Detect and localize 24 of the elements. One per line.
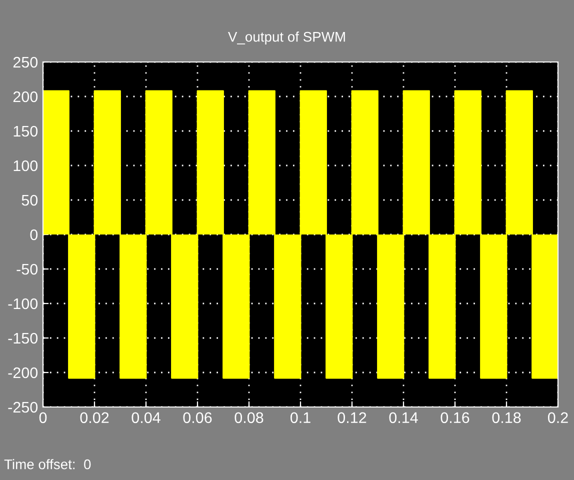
- x-tick-label: 0.18: [492, 412, 521, 424]
- y-tick-label: -250: [8, 402, 38, 413]
- y-tick-label: 200: [13, 91, 38, 102]
- y-tick-label: -150: [8, 332, 38, 344]
- x-tick-label: 0.14: [389, 412, 418, 424]
- x-tick-label: 0.16: [440, 412, 470, 424]
- x-tick-label: 0.1: [290, 412, 310, 424]
- y-tick-label: -50: [16, 264, 38, 275]
- y-tick-label: 50: [22, 194, 38, 206]
- y-tick-label: -200: [8, 367, 38, 378]
- x-tick-label: 0.06: [183, 412, 212, 424]
- y-tick-label: -100: [8, 298, 38, 310]
- y-tick-label: 250: [13, 56, 38, 68]
- x-tick-label: 0.12: [338, 412, 366, 424]
- x-tick-label: 0.04: [132, 412, 160, 424]
- x-tick-label: 0.08: [234, 412, 264, 424]
- chart-title: V_output of SPWM: [228, 32, 345, 44]
- x-tick-label: 0: [39, 412, 47, 424]
- y-tick-label: 150: [14, 126, 38, 137]
- x-tick-label: 0.02: [80, 412, 109, 424]
- y-tick-label: 0: [30, 229, 38, 240]
- x-tick-label: 0.2: [548, 412, 568, 424]
- text: Time offset: 0: [4, 459, 91, 470]
- y-tick-label: 100: [14, 160, 38, 172]
